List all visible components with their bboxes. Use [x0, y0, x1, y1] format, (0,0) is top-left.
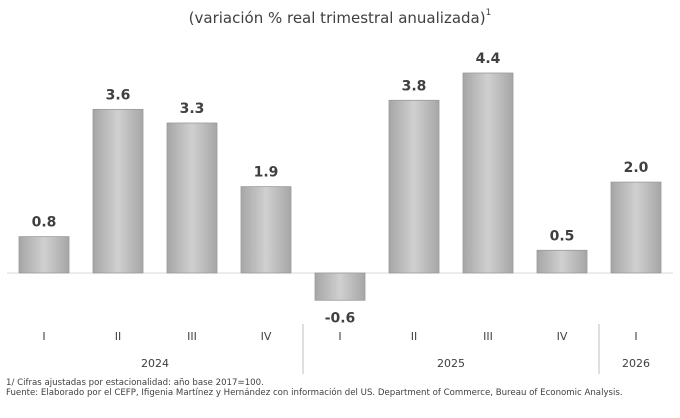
x-tick-label: IV — [261, 330, 272, 343]
bar — [18, 236, 70, 274]
data-label: 3.3 — [180, 101, 205, 117]
group-label: 2024 — [141, 357, 169, 370]
bar — [166, 122, 218, 274]
data-label: 2.0 — [624, 160, 649, 176]
group-label: 2025 — [437, 357, 465, 370]
x-tick-label: I — [42, 330, 45, 343]
data-label: -0.6 — [325, 310, 356, 326]
data-label: 0.5 — [550, 228, 575, 244]
bar — [462, 72, 514, 274]
data-label: 3.8 — [402, 78, 427, 94]
x-tick-label: III — [483, 330, 493, 343]
note: 1/ Cifras ajustadas por estacionalidad: … — [6, 378, 264, 388]
data-label: 1.9 — [254, 165, 279, 181]
group-label: 2026 — [622, 357, 650, 370]
x-tick-label: II — [115, 330, 122, 343]
chart: (variación % real trimestral anualizada)… — [7, 8, 673, 374]
chart-title: (variación % real trimestral anualizada)… — [189, 8, 492, 27]
x-tick-label: III — [187, 330, 197, 343]
data-label: 0.8 — [32, 215, 57, 231]
note: Fuente: Elaborado por el CEFP, Ifigenia … — [6, 388, 623, 398]
x-tick-label: I — [634, 330, 637, 343]
bar — [610, 181, 662, 274]
data-label: 3.6 — [106, 87, 131, 103]
bar — [92, 108, 144, 274]
x-tick-label: IV — [557, 330, 568, 343]
bar — [314, 272, 366, 301]
data-label: 4.4 — [476, 51, 501, 67]
bar — [536, 249, 588, 274]
bar — [240, 186, 292, 274]
x-tick-label: II — [411, 330, 418, 343]
notes: 1/ Cifras ajustadas por estacionalidad: … — [6, 378, 674, 398]
bar — [388, 99, 440, 274]
x-tick-label: I — [338, 330, 341, 343]
